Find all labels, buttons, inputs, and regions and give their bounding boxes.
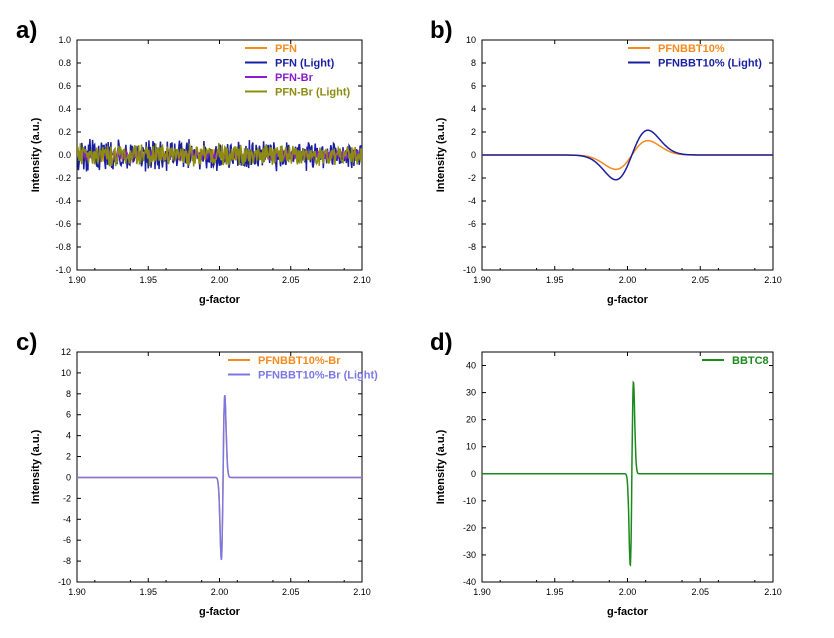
y-tick-label: -0.2	[55, 173, 71, 183]
y-tick-label: -30	[463, 550, 476, 560]
x-tick-label: 1.90	[473, 587, 491, 597]
x-tick-label: 2.00	[619, 275, 637, 285]
x-axis-label: g-factor	[199, 294, 241, 306]
chart-panel-d: d) 1.90 1.95 2.00 2.05 2.10 -40 -30 -20 -10 0 10 20 3…	[430, 329, 782, 618]
series-line-1	[77, 394, 362, 561]
x-tick-label: 1.95	[139, 275, 157, 285]
y-tick-label: -10	[463, 265, 476, 275]
y-tick-label: -0.4	[55, 196, 71, 206]
y-tick-label: -4	[468, 196, 476, 206]
y-tick-label: 0	[66, 472, 71, 482]
y-tick-label: 12	[61, 347, 71, 357]
panel-label: c)	[16, 329, 37, 356]
x-tick-label: 1.90	[68, 275, 86, 285]
x-axis-label: g-factor	[199, 606, 241, 618]
x-tick-label: 2.10	[353, 587, 371, 597]
x-tick-label: 2.00	[619, 587, 637, 597]
legend-label: PFNBBT10%	[658, 43, 725, 55]
y-tick-label: 0	[471, 150, 476, 160]
y-tick-label: -0.6	[55, 219, 71, 229]
y-tick-label: -8	[468, 242, 476, 252]
plot-frame	[76, 351, 363, 583]
chart-panel-a: a) 1.90 1.95 2.00 2.05 2.10 -1.0 -0.8 -0.6 -0.4 -0…	[16, 17, 371, 306]
y-tick-label: 10	[466, 442, 476, 452]
y-tick-label: 6	[471, 81, 476, 91]
legend-label: PFNBBT10%-Br (Light)	[258, 370, 378, 382]
y-tick-label: 2	[66, 452, 71, 462]
legend-label: PFNBBT10%-Br	[258, 355, 341, 367]
x-tick-label: 1.95	[546, 275, 564, 285]
plot-frame	[481, 351, 774, 583]
y-tick-label: -0.8	[55, 242, 71, 252]
y-axis-label: Intensity (a.u.)	[30, 429, 42, 504]
y-tick-label: 40	[466, 361, 476, 371]
y-tick-label: -40	[463, 577, 476, 587]
x-tick-label: 1.95	[139, 587, 157, 597]
series-line-0	[482, 380, 773, 567]
legend-label: PFN (Light)	[275, 58, 335, 70]
x-tick-label: 2.00	[211, 587, 229, 597]
y-tick-label: 0	[471, 469, 476, 479]
series-line-1	[482, 129, 773, 181]
x-tick-label: 2.10	[764, 275, 782, 285]
y-tick-label: 10	[466, 35, 476, 45]
y-tick-label: -4	[63, 514, 71, 524]
legend-label: PFN-Br	[275, 72, 314, 84]
panel-label: b)	[430, 17, 453, 44]
legend-label: PFNBBT10% (Light)	[658, 58, 762, 70]
y-tick-label: 10	[61, 368, 71, 378]
y-tick-label: 0.4	[58, 104, 71, 114]
y-tick-label: 1.0	[58, 35, 71, 45]
y-tick-label: -6	[468, 219, 476, 229]
y-tick-label: 8	[471, 58, 476, 68]
y-tick-label: -10	[58, 577, 71, 587]
x-tick-label: 2.05	[691, 587, 709, 597]
panel-label: a)	[16, 17, 37, 44]
legend-label: PFN-Br (Light)	[275, 87, 350, 99]
y-tick-label: 20	[466, 415, 476, 425]
chart-panel-c: c) 1.90 1.95 2.00 2.05 2.10 -10 -8 -6 -4 -2 0 2 4 6 8 10…	[16, 329, 378, 618]
y-tick-label: 4	[66, 431, 71, 441]
y-axis-label: Intensity (a.u.)	[30, 117, 42, 192]
chart-panel-b: b) 1.90 1.95 2.00 2.05 2.10 -10 -8 -6 -4 -2 0 2 4 6 8 10…	[430, 17, 782, 306]
y-tick-label: -10	[463, 496, 476, 506]
y-tick-label: 4	[471, 104, 476, 114]
panel-label: d)	[430, 329, 453, 356]
y-tick-label: 8	[66, 389, 71, 399]
legend-label: PFN	[275, 43, 297, 55]
y-tick-label: 0.0	[58, 150, 71, 160]
y-axis-label: Intensity (a.u.)	[435, 117, 447, 192]
x-tick-label: 2.00	[211, 275, 229, 285]
x-tick-label: 2.10	[764, 587, 782, 597]
y-tick-label: 30	[466, 388, 476, 398]
legend-label: BBTC8	[732, 355, 769, 367]
y-tick-label: -8	[63, 556, 71, 566]
y-tick-label: -2	[468, 173, 476, 183]
y-tick-label: 0.2	[58, 127, 71, 137]
y-tick-label: -6	[63, 535, 71, 545]
y-tick-label: -1.0	[55, 265, 71, 275]
y-tick-label: 0.8	[58, 58, 71, 68]
x-tick-label: 1.90	[473, 275, 491, 285]
y-axis-label: Intensity (a.u.)	[435, 429, 447, 504]
x-axis-label: g-factor	[607, 294, 649, 306]
y-tick-label: 0.6	[58, 81, 71, 91]
y-tick-label: 2	[471, 127, 476, 137]
y-tick-label: -20	[463, 523, 476, 533]
x-axis-label: g-factor	[607, 606, 649, 618]
x-tick-label: 2.05	[691, 275, 709, 285]
x-tick-label: 2.05	[282, 587, 300, 597]
x-tick-label: 2.05	[282, 275, 300, 285]
y-tick-label: -2	[63, 493, 71, 503]
y-tick-label: 6	[66, 410, 71, 420]
x-tick-label: 1.90	[68, 587, 86, 597]
x-tick-label: 1.95	[546, 587, 564, 597]
series-line-3	[77, 142, 362, 167]
x-tick-label: 2.10	[353, 275, 371, 285]
